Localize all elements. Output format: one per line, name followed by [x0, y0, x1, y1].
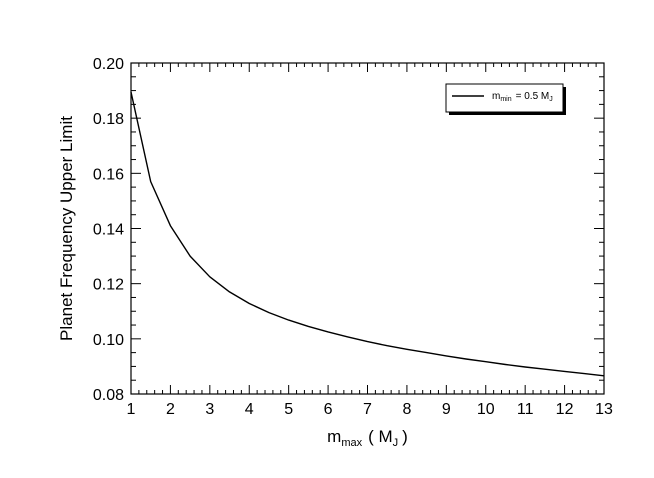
x-tick-label: 9 — [442, 401, 451, 418]
legend-entry: mmin = 0.5 MJ — [492, 91, 553, 103]
y-tick-label: 0.18 — [93, 111, 124, 128]
x-tick-label: 6 — [324, 401, 333, 418]
legend-value: = 0.5 M — [516, 91, 550, 102]
x-axis-label-sub: max — [341, 437, 362, 449]
series-line — [130, 91, 605, 377]
y-tick-label: 0.12 — [93, 277, 124, 294]
x-tick-label: 2 — [166, 401, 175, 418]
x-tick-label: 3 — [205, 401, 214, 418]
x-tick-label: 7 — [363, 401, 372, 418]
x-tick-label: 4 — [245, 401, 254, 418]
y-tick-label: 0.20 — [93, 56, 124, 73]
y-axis-label: Planet Frequency Upper Limit — [57, 116, 76, 341]
x-tick-label: 10 — [477, 401, 495, 418]
y-tick-label: 0.08 — [93, 387, 124, 404]
x-tick-label: 8 — [402, 401, 411, 418]
x-tick-label: 1 — [127, 401, 136, 418]
y-tick-label: 0.10 — [93, 332, 124, 349]
x-axis-label-main: m — [327, 427, 341, 446]
legend: mmin = 0.5 MJ — [445, 83, 566, 115]
x-tick-label: 5 — [284, 401, 293, 418]
x-axis-label: mmax ( MJ) — [327, 427, 408, 449]
legend-box — [445, 83, 564, 113]
x-tick-label: 11 — [517, 401, 534, 418]
y-axis-ticks: 0.08 0.10 0.12 0.14 0.16 0.18 0.20 — [93, 56, 604, 404]
legend-sub: min — [500, 96, 511, 103]
series-layer — [130, 91, 605, 377]
x-tick-label: 13 — [595, 401, 613, 418]
x-axis-ticks: 1 2 3 4 5 6 7 8 9 10 11 12 13 — [127, 63, 613, 418]
y-tick-label: 0.14 — [93, 222, 124, 239]
legend-unit-sub: J — [549, 96, 553, 103]
x-tick-label: 12 — [556, 401, 574, 418]
x-axis-label-unit-sub: J — [393, 437, 399, 449]
legend-main: m — [492, 91, 500, 102]
x-axis-label-unit: ( M — [368, 427, 393, 446]
y-tick-label: 0.16 — [93, 166, 124, 183]
x-axis-label-unit-close: ) — [402, 427, 408, 446]
